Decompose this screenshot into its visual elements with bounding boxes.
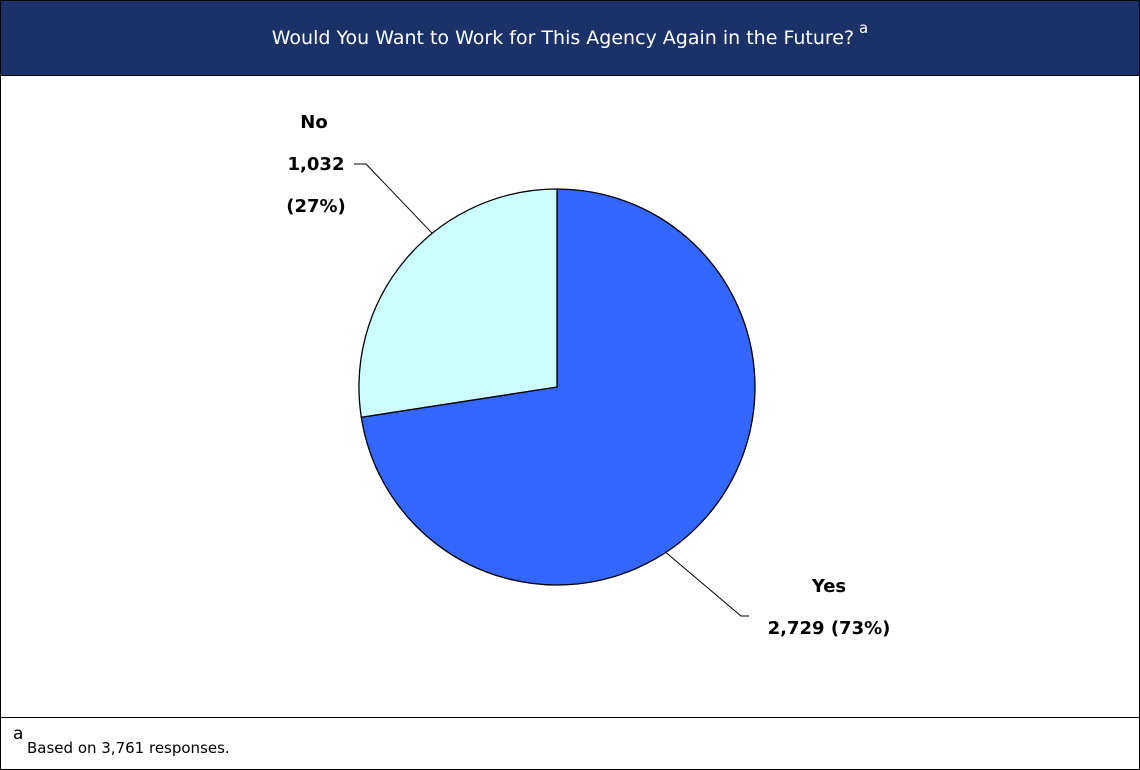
footnote-marker: a [13,724,24,744]
footnote: a Based on 3,761 responses. [1,717,1139,770]
leader-line-yes [665,552,749,617]
leader-line-no [354,163,433,234]
data-label-yes-label: Yes [811,576,846,597]
data-label-yes-combined: 2,729 (73%) [768,618,891,639]
footnote-text: Based on 3,761 responses. [27,739,230,757]
data-label-no-label: No [300,112,327,133]
chart-header: Would You Want to Work for This Agency A… [1,1,1139,76]
pie-slice-yes [360,188,756,586]
plot-area: Yes 2,729 (73%) No 1,032 (27%) [1,76,1139,717]
pie-chart: Yes 2,729 (73%) No 1,032 (27%) [286,112,891,639]
data-label-no-value-text: 1,032 [288,154,345,175]
data-label-no-percent-text: (27%) [286,196,346,217]
pie-slice-no [358,188,558,418]
chart-title: Would You Want to Work for This Agency A… [271,27,855,49]
title-footnote-marker: a [859,19,869,37]
